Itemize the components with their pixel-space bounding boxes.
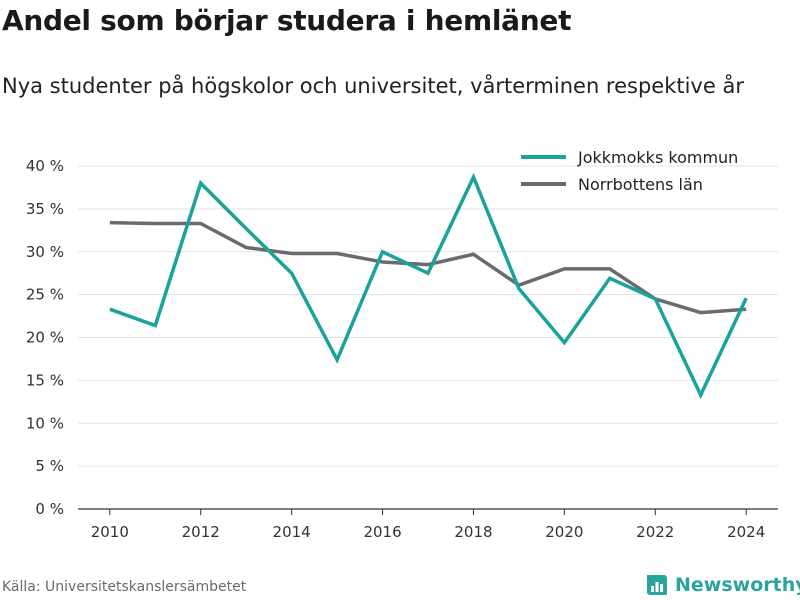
newsworthy-logo-icon [647, 575, 667, 595]
legend-label: Jokkmokks kommun [577, 148, 738, 167]
y-tick-label: 20 % [26, 329, 64, 347]
y-tick-label: 40 % [26, 157, 64, 175]
chart-title: Andel som börjar studera i hemlänet [2, 4, 572, 37]
legend-label: Norrbottens län [578, 175, 703, 194]
source-note: Källa: Universitetskanslersämbetet [2, 579, 247, 595]
x-tick-label: 2018 [454, 523, 492, 541]
y-axis-ticks: 0 % 5 % 10 % 15 % 20 % 25 % 30 % 35 % 40 % [26, 157, 64, 518]
x-tick-label: 2020 [545, 523, 583, 541]
y-tick-label: 15 % [26, 371, 64, 389]
x-tick-label: 2012 [182, 523, 220, 541]
legend: Jokkmokks kommun Norrbottens län [521, 148, 738, 194]
brand-logo: Newsworthy [645, 571, 800, 599]
x-tick-label: 2016 [363, 523, 401, 541]
x-tick-label: 2014 [273, 523, 311, 541]
brand-name: Newsworthy [675, 574, 800, 596]
series-lines [109, 172, 748, 400]
x-tick-label: 2022 [636, 523, 674, 541]
y-tick-label: 35 % [26, 200, 64, 218]
x-tick-label: 2010 [91, 523, 129, 541]
chart-subtitle: Nya studenter på högskolor och universit… [2, 74, 744, 98]
y-tick-label: 30 % [26, 243, 64, 261]
gridlines [78, 165, 778, 510]
x-tick-label: 2024 [727, 523, 765, 541]
series-line-1 [109, 220, 747, 315]
y-tick-label: 0 % [35, 500, 64, 518]
series-line-0 [109, 172, 748, 400]
x-axis-ticks: 2010 2012 2014 2016 2018 2020 2022 2024 [91, 509, 765, 541]
y-tick-label: 5 % [35, 457, 64, 475]
y-tick-label: 10 % [26, 414, 64, 432]
y-tick-label: 25 % [26, 286, 64, 304]
